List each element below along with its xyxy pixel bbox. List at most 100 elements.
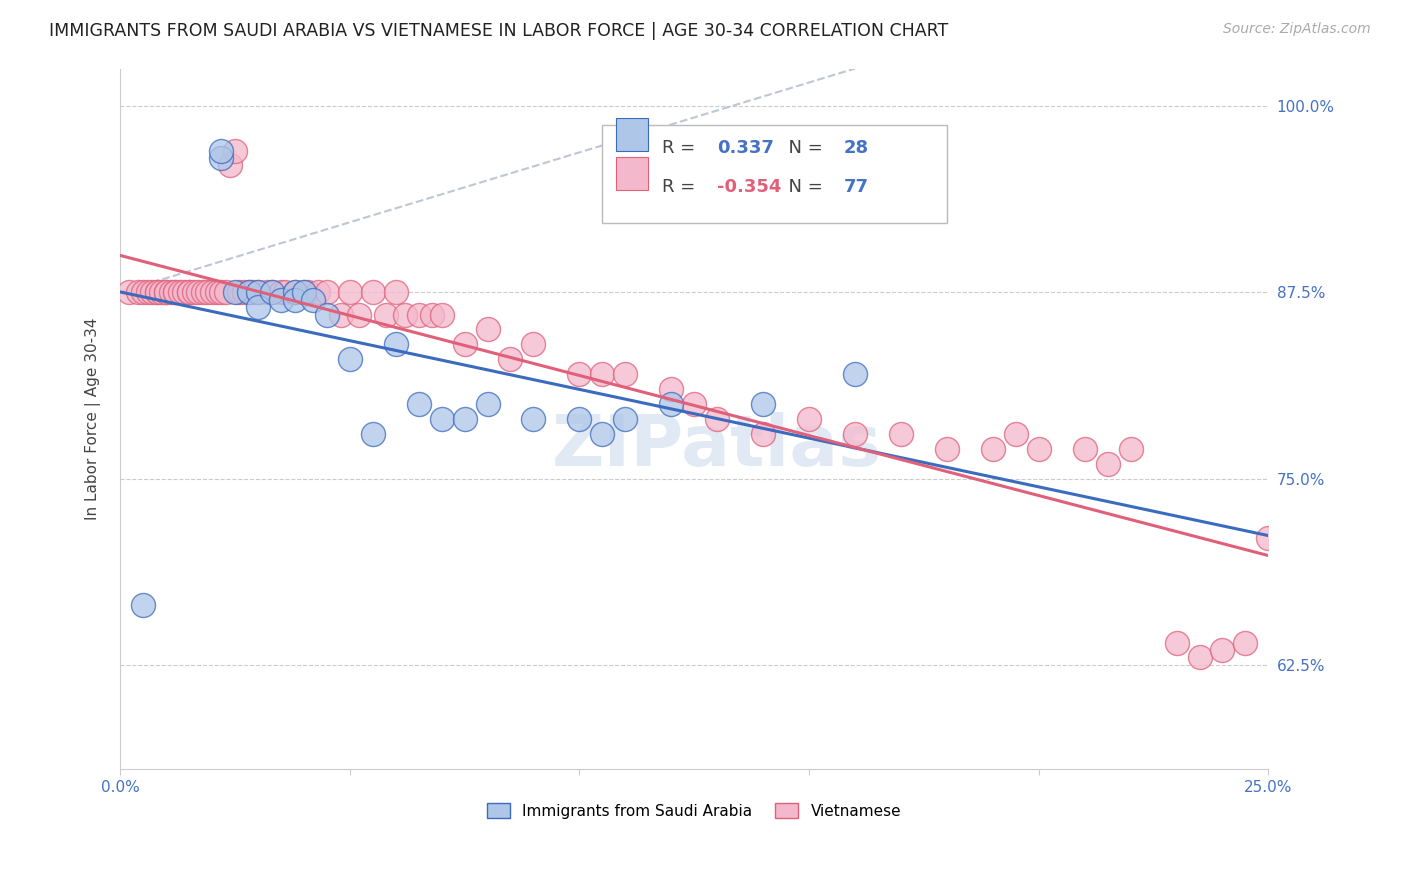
Point xyxy=(187,285,209,300)
Point xyxy=(981,442,1004,456)
Point xyxy=(209,285,232,300)
Point xyxy=(246,300,269,314)
Point xyxy=(315,308,337,322)
Point xyxy=(297,285,319,300)
Point xyxy=(238,285,260,300)
Point xyxy=(270,293,292,307)
Text: 77: 77 xyxy=(844,178,869,196)
Point xyxy=(292,285,315,300)
Point xyxy=(224,285,246,300)
Point xyxy=(408,397,430,411)
Y-axis label: In Labor Force | Age 30-34: In Labor Force | Age 30-34 xyxy=(86,318,101,520)
Point xyxy=(169,285,191,300)
Point xyxy=(683,397,706,411)
Point xyxy=(209,151,232,165)
Point xyxy=(215,285,238,300)
Point xyxy=(118,285,141,300)
Point xyxy=(155,285,177,300)
Point xyxy=(890,426,912,441)
Point xyxy=(1234,635,1257,649)
Point xyxy=(132,285,155,300)
Point xyxy=(499,352,522,367)
Point xyxy=(315,285,337,300)
Text: 0.337: 0.337 xyxy=(717,138,775,157)
Point xyxy=(844,367,866,381)
Point xyxy=(228,285,250,300)
Point xyxy=(614,412,637,426)
Point xyxy=(1211,643,1233,657)
Point xyxy=(256,285,278,300)
Point xyxy=(173,285,195,300)
Point xyxy=(361,426,384,441)
Point xyxy=(246,285,269,300)
Point xyxy=(568,412,591,426)
Point xyxy=(238,285,260,300)
Point xyxy=(242,285,264,300)
Point xyxy=(183,285,205,300)
Point xyxy=(522,337,544,351)
Text: N =: N = xyxy=(778,138,828,157)
Point xyxy=(155,285,177,300)
Point xyxy=(752,426,775,441)
Text: ZIPatlas: ZIPatlas xyxy=(553,412,883,482)
Point xyxy=(146,285,169,300)
Point xyxy=(165,285,187,300)
Point xyxy=(477,397,499,411)
Point xyxy=(591,367,613,381)
Point xyxy=(384,285,406,300)
Point xyxy=(302,293,325,307)
Point xyxy=(191,285,214,300)
Point xyxy=(1257,531,1279,545)
Point xyxy=(132,599,155,613)
Point xyxy=(591,426,613,441)
Point xyxy=(224,144,246,158)
Point xyxy=(209,144,232,158)
Point xyxy=(614,367,637,381)
Point xyxy=(270,285,292,300)
Point xyxy=(430,412,453,426)
Point xyxy=(1188,650,1211,665)
Point xyxy=(339,285,361,300)
Legend: Immigrants from Saudi Arabia, Vietnamese: Immigrants from Saudi Arabia, Vietnamese xyxy=(481,797,907,825)
Point xyxy=(422,308,444,322)
Point xyxy=(260,285,283,300)
Point xyxy=(394,308,416,322)
FancyBboxPatch shape xyxy=(602,125,946,223)
Point xyxy=(127,285,149,300)
Point xyxy=(141,285,163,300)
Point xyxy=(361,285,384,300)
Text: IMMIGRANTS FROM SAUDI ARABIA VS VIETNAMESE IN LABOR FORCE | AGE 30-34 CORRELATIO: IMMIGRANTS FROM SAUDI ARABIA VS VIETNAME… xyxy=(49,22,949,40)
Text: Source: ZipAtlas.com: Source: ZipAtlas.com xyxy=(1223,22,1371,37)
Point xyxy=(1097,457,1119,471)
Text: N =: N = xyxy=(778,178,828,196)
Point xyxy=(307,285,329,300)
Point xyxy=(292,285,315,300)
FancyBboxPatch shape xyxy=(616,118,648,152)
Point xyxy=(201,285,224,300)
Point xyxy=(752,397,775,411)
Point xyxy=(136,285,159,300)
Point xyxy=(219,158,242,172)
Point xyxy=(284,285,307,300)
Point xyxy=(453,412,475,426)
Point xyxy=(375,308,398,322)
Point xyxy=(408,308,430,322)
Point xyxy=(177,285,200,300)
Point xyxy=(844,426,866,441)
Point xyxy=(568,367,591,381)
Point xyxy=(347,308,370,322)
Point xyxy=(339,352,361,367)
Point xyxy=(1028,442,1050,456)
Point xyxy=(1166,635,1188,649)
Point xyxy=(195,285,218,300)
Point xyxy=(430,308,453,322)
Point xyxy=(522,412,544,426)
Point xyxy=(274,285,297,300)
FancyBboxPatch shape xyxy=(616,157,648,191)
Point xyxy=(150,285,173,300)
Point xyxy=(233,285,256,300)
Text: R =: R = xyxy=(662,178,702,196)
Text: -0.354: -0.354 xyxy=(717,178,782,196)
Point xyxy=(165,285,187,300)
Point xyxy=(797,412,820,426)
